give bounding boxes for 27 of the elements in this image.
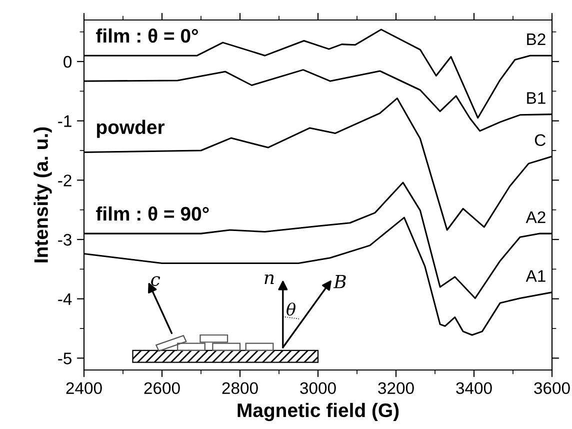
annotation: θ xyxy=(286,302,296,316)
legend-label: A2 xyxy=(526,211,546,223)
x-tick-label: 2800 xyxy=(222,382,258,394)
x-tick-label: 3000 xyxy=(300,382,336,394)
annotation: c xyxy=(151,276,160,286)
y-tick-label: -3 xyxy=(58,234,72,246)
x-tick-label: 3400 xyxy=(456,382,492,394)
y-tick-label: -5 xyxy=(58,352,72,364)
y-axis-title: Intensity (a. u.) xyxy=(34,127,52,262)
x-tick-label: 3600 xyxy=(534,382,570,394)
y-tick-label: -4 xyxy=(58,293,72,305)
x-tick-label: 3200 xyxy=(378,382,414,394)
legend-label: C xyxy=(534,134,546,146)
legend-label: B1 xyxy=(527,92,546,104)
annotation: n xyxy=(264,274,274,284)
y-tick-label: -1 xyxy=(58,115,72,127)
y-tick-label: 0 xyxy=(64,56,72,68)
legend-label: B2 xyxy=(527,33,546,46)
y-tick-label: -2 xyxy=(58,174,72,186)
legend-label: A1 xyxy=(526,270,546,282)
x-tick-label: 2600 xyxy=(144,382,180,394)
annotation: film : θ = 90° xyxy=(96,206,209,221)
annotation: B xyxy=(333,274,346,288)
annotation: film : θ = 0° xyxy=(96,28,198,43)
x-tick-label: 2400 xyxy=(66,382,102,394)
annotation: powder xyxy=(96,120,165,138)
x-axis-title: Magnetic field (G) xyxy=(238,402,399,422)
